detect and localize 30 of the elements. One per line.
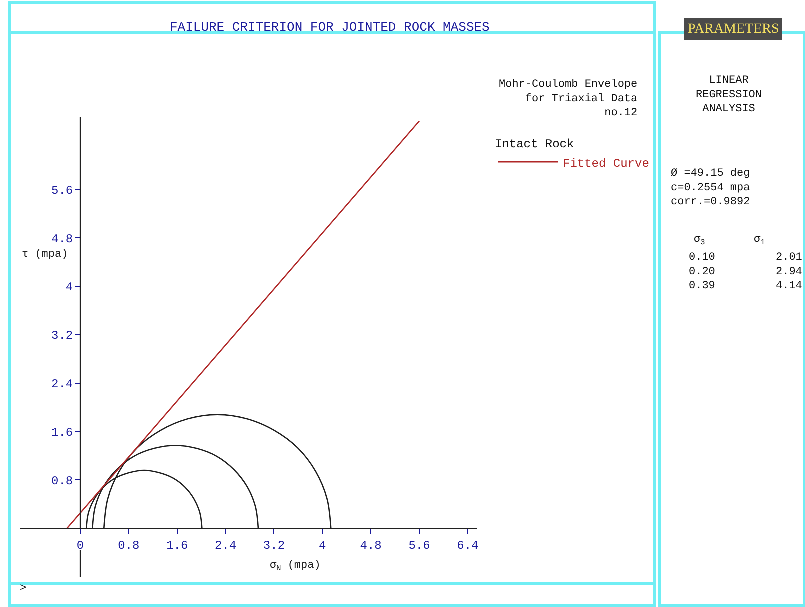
y-axis-title: τ (mpa) <box>22 249 68 261</box>
y-tick-label: 0.8 <box>52 474 74 488</box>
legend-label: Fitted Curve <box>563 156 650 171</box>
y-tick-label: 1.6 <box>52 426 74 440</box>
legend-title: Intact Rock <box>495 138 574 152</box>
x-axis-title: σ$_{N}$ (mpa) <box>270 560 321 574</box>
text: 0.10 0.20 0.39 <box>689 252 716 293</box>
text: σ$_{3}$ <box>694 234 706 248</box>
x-tick-label: 4.8 <box>360 538 382 553</box>
x-tick-label: 6.4 <box>457 538 479 553</box>
x-tick-label: 0.8 <box>118 538 140 553</box>
text: Ø =49.15 deg c=0.2554 mpa corr.=0.9892 <box>671 168 751 209</box>
x-tick-label: 1.6 <box>166 538 188 553</box>
text: LINEAR REGRESSION ANALYSIS <box>696 75 762 116</box>
chart-title: FAILURE CRITERION FOR JOINTED ROCK MASSES <box>170 20 490 35</box>
text: > <box>20 583 27 595</box>
x-tick-label: 2.4 <box>214 538 237 553</box>
y-tick-label: 4.8 <box>52 232 74 246</box>
text: Mohr-Coulomb Envelope for Triaxial Data no.12 <box>499 79 638 120</box>
x-tick-label: 0 <box>76 538 84 553</box>
y-tick-label: 5.6 <box>52 184 74 198</box>
y-tick-label: 3.2 <box>52 329 74 344</box>
y-tick-label: 2.4 <box>52 378 74 392</box>
x-tick-label: 5.6 <box>408 538 430 553</box>
text: 2.01 2.94 4.14 <box>776 252 803 293</box>
text: PARAMETERS <box>688 22 780 37</box>
y-tick-label: 4 <box>66 280 74 295</box>
x-tick-label: 4 <box>319 538 326 553</box>
x-tick-label: 3.2 <box>263 538 286 553</box>
text: σ$_{1}$ <box>754 234 766 248</box>
